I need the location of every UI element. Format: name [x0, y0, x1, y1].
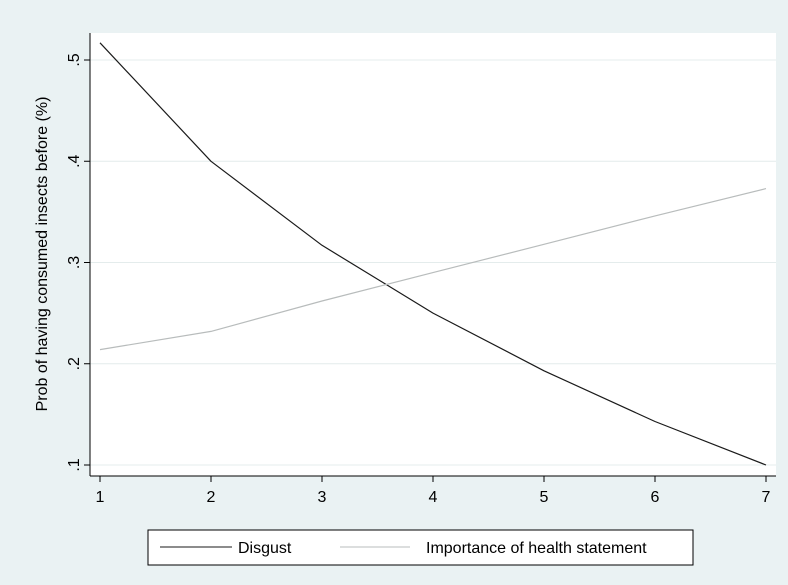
y-tick-label: .1 [66, 458, 83, 471]
x-tick-label: 6 [651, 489, 660, 506]
series-layer [99, 42, 767, 466]
x-tick-label: 5 [540, 489, 549, 506]
x-tick-label: 3 [318, 489, 327, 506]
x-tick-label: 1 [96, 489, 105, 506]
x-tick-label: 7 [762, 489, 771, 506]
x-tick-label: 4 [429, 489, 438, 506]
x-tick-label: 2 [207, 489, 216, 506]
y-axis-label: Prob of having consumed insects before (… [34, 97, 51, 412]
series-line-disgust [99, 42, 767, 466]
grid-layer [90, 59, 776, 466]
legend-label-disgust: Disgust [238, 540, 292, 557]
legend-label-importance-of-health-statement: Importance of health statement [426, 540, 647, 557]
y-tick-label: .5 [66, 53, 83, 66]
x-ticks: 1 2 3 4 5 6 7 [96, 476, 771, 506]
legend: Disgust Importance of health statement [147, 529, 694, 566]
y-tick-label: .3 [66, 256, 83, 269]
y-ticks: .1 .2 .3 .4 .5 [66, 53, 90, 472]
y-tick-label: .2 [66, 357, 83, 370]
y-tick-label: .4 [66, 154, 83, 167]
plot-area [90, 33, 776, 476]
series-line-importance-of-health-statement [99, 188, 767, 351]
legend-box [147, 529, 694, 566]
